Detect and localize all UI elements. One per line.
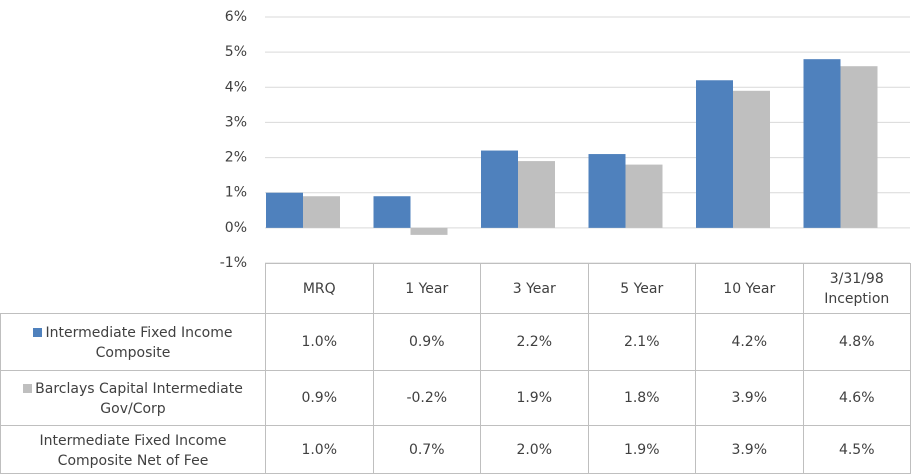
table-cell: 2.1% (587, 313, 696, 371)
bar (266, 192, 303, 228)
legend-entry: Intermediate Fixed Income Composite (0, 313, 266, 371)
table-cell: 4.6% (802, 370, 911, 426)
y-tick-label: 5% (225, 44, 247, 60)
table-cell: 2.2% (480, 313, 589, 371)
table-cell: 2.0% (480, 425, 589, 474)
bar (588, 154, 626, 228)
bar (625, 164, 663, 228)
table-cell: 0.7% (372, 425, 481, 474)
table-cell: 4.8% (802, 313, 911, 371)
y-tick-label: 3% (225, 114, 247, 130)
legend-swatch (33, 328, 43, 337)
x-tick-label: 3 Year (480, 263, 589, 314)
y-tick-label: 1% (225, 185, 247, 201)
y-tick-label: -1% (220, 255, 247, 271)
legend-label: Barclays Capital Intermediate Gov/Corp (35, 381, 243, 417)
bar (373, 196, 411, 228)
bar (410, 227, 448, 235)
bar (481, 150, 518, 228)
table-cell: 1.0% (265, 425, 374, 474)
legend-entry: Barclays Capital Intermediate Gov/Corp (0, 370, 266, 426)
y-tick-label: 0% (225, 220, 247, 236)
x-tick-label: MRQ (265, 263, 374, 314)
table-cell: 1.9% (480, 370, 589, 426)
table-cell: -0.2% (372, 370, 481, 426)
legend-label: Intermediate Fixed Income Composite Net … (39, 432, 227, 469)
legend-entry: Intermediate Fixed Income Composite Net … (0, 425, 266, 474)
bar (696, 80, 733, 228)
x-tick-label: 1 Year (372, 263, 481, 314)
bar (803, 59, 841, 228)
table-cell: 1.9% (587, 425, 696, 474)
legend-swatch (23, 384, 33, 393)
bar (518, 161, 555, 228)
x-tick-label: 10 Year (695, 263, 804, 314)
y-tick-label: 2% (225, 150, 247, 166)
table-cell: 1.8% (587, 370, 696, 426)
x-tick-label: 5 Year (587, 263, 696, 314)
table-cell: 4.2% (695, 313, 804, 371)
y-tick-label: 6% (225, 9, 247, 25)
table-cell: 0.9% (265, 370, 374, 426)
legend-label: Intermediate Fixed Income Composite (45, 325, 233, 361)
bar (303, 196, 340, 228)
y-tick-label: 4% (225, 79, 247, 95)
table-cell: 0.9% (372, 313, 481, 371)
table-cell: 1.0% (265, 313, 374, 371)
table-cell: 3.9% (695, 370, 804, 426)
x-tick-label: 3/31/98 Inception (802, 263, 911, 314)
bar (733, 90, 770, 228)
table-cell: 4.5% (802, 425, 911, 474)
table-cell: 3.9% (695, 425, 804, 474)
bar (840, 66, 878, 228)
